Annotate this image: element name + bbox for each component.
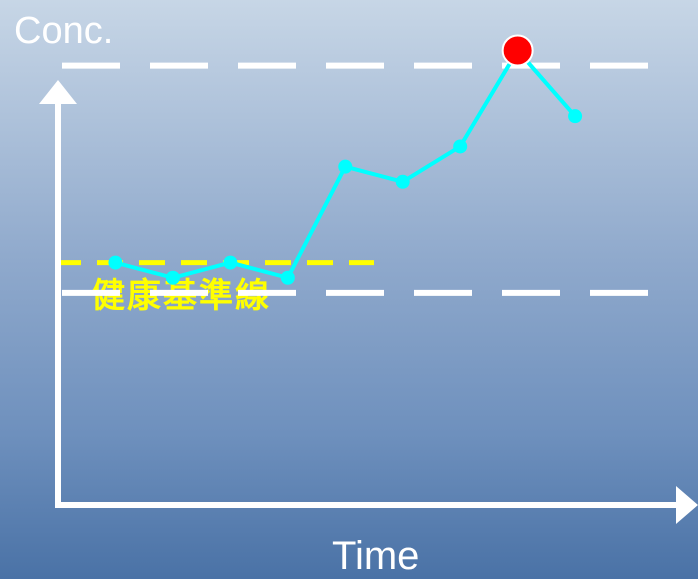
data-point [108, 255, 123, 270]
reference-lines [55, 62, 650, 296]
y-axis-label: Conc. [14, 10, 114, 52]
data-point [395, 174, 410, 189]
data-point [453, 139, 468, 154]
data-point [223, 255, 238, 270]
axes [39, 80, 698, 524]
data-point [280, 270, 295, 285]
highlight-point [501, 34, 534, 67]
data-point [338, 159, 353, 174]
data-point [165, 270, 180, 285]
data-series [108, 34, 583, 285]
health-baseline-label: 健康基準線 [91, 276, 271, 316]
data-point [568, 109, 583, 124]
y-axis-arrowhead [39, 80, 77, 104]
x-axis-arrowhead [676, 486, 698, 524]
x-axis-label: Time [332, 534, 420, 578]
